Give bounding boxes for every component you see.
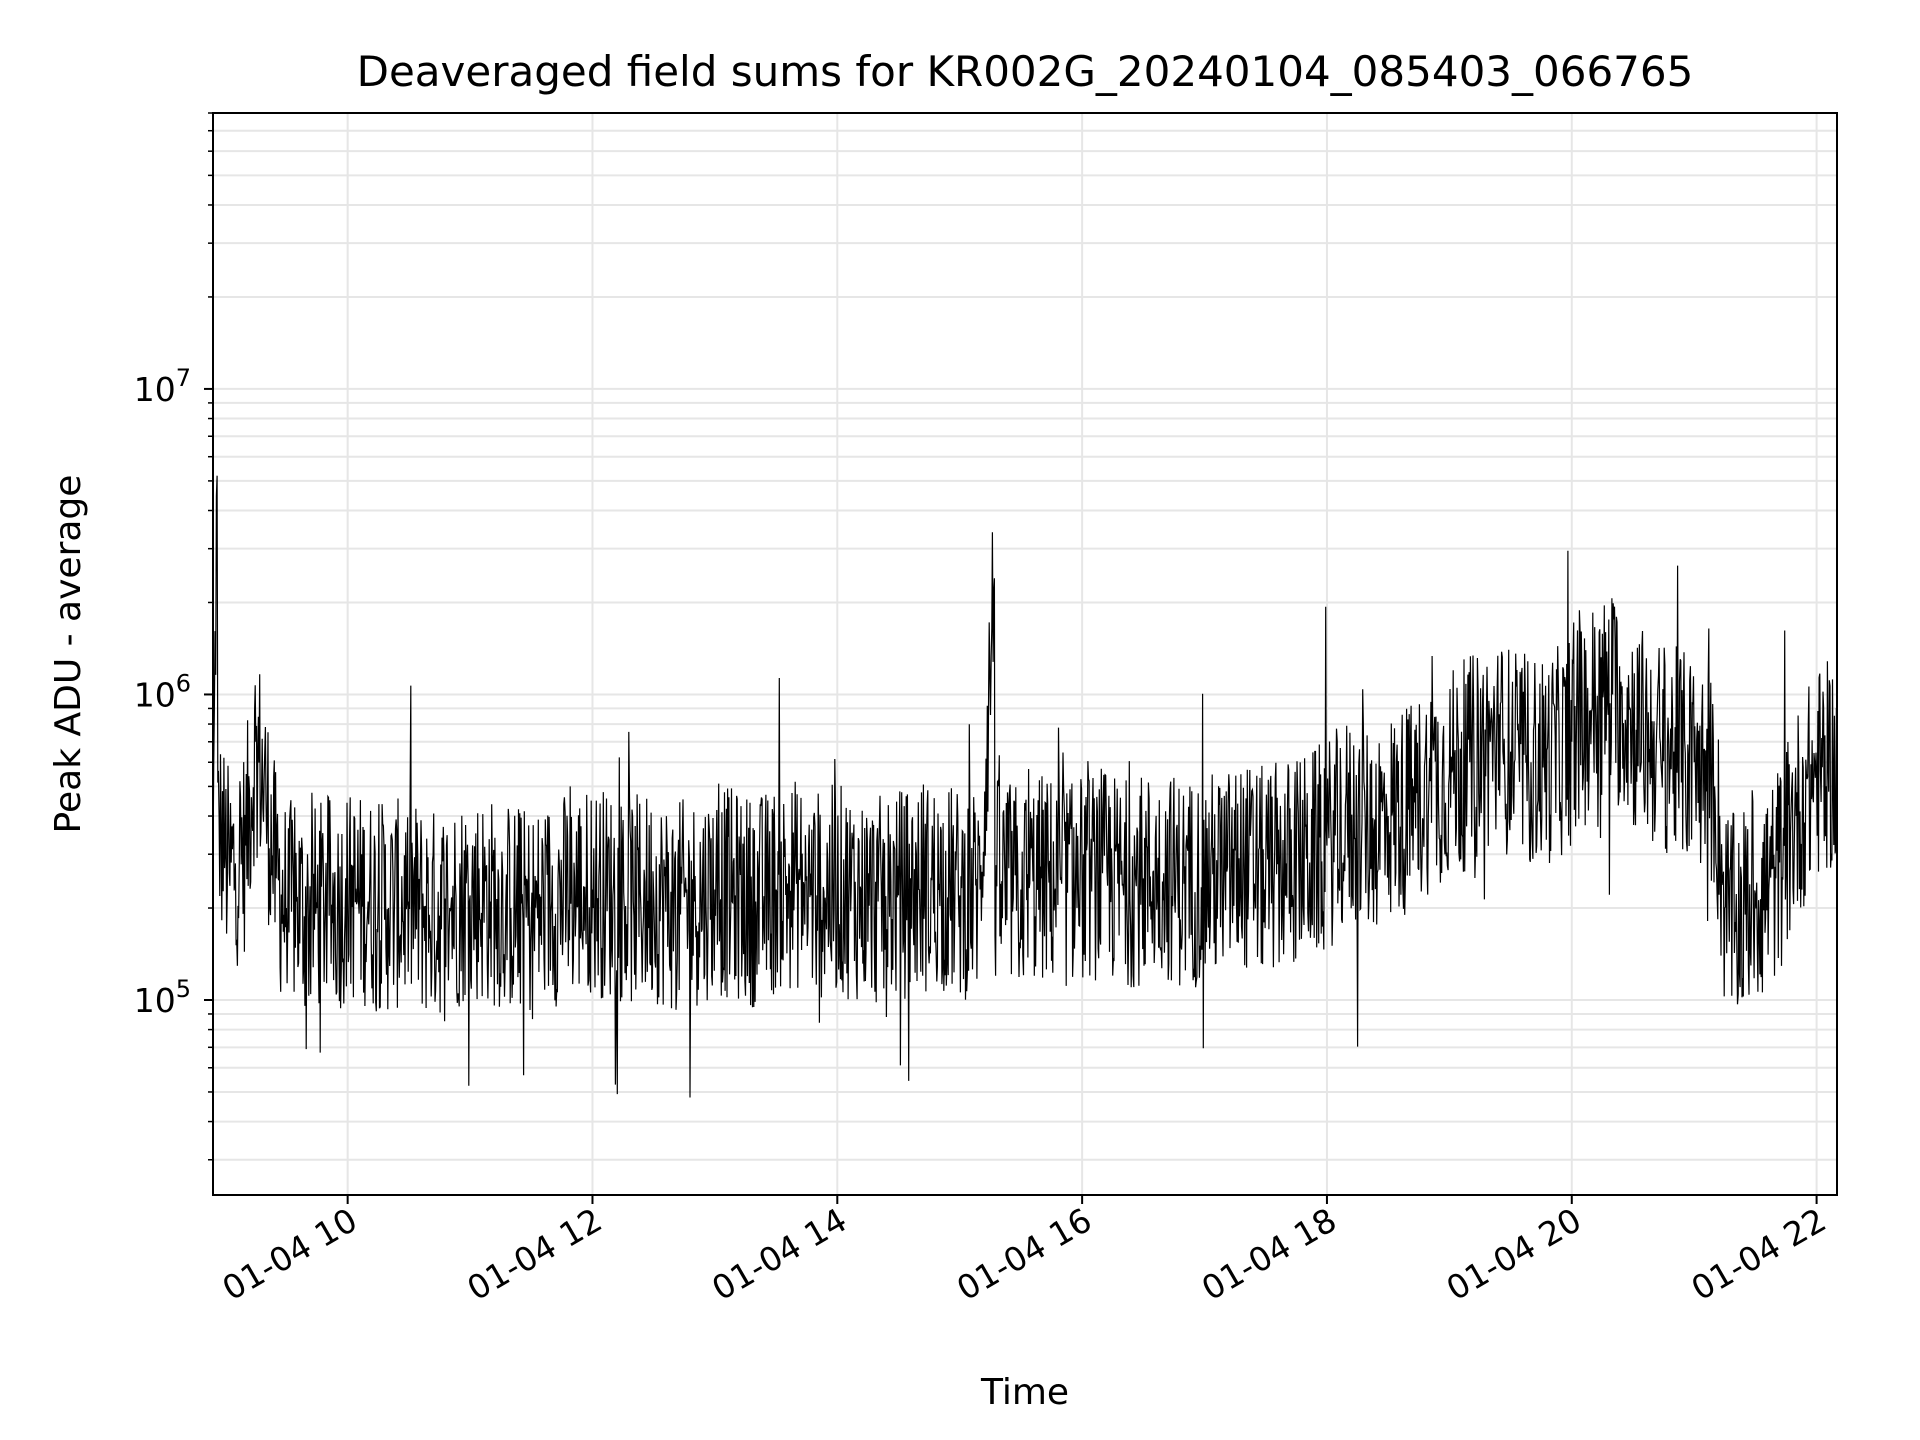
y-axis-label: Peak ADU - average [48,475,89,834]
chart-title: Deaveraged field sums for KR002G_2024010… [357,47,1694,96]
y-tick-label: 105 [134,975,191,1020]
y-tick-label: 106 [134,669,191,714]
series-layer [212,475,1838,1098]
y-tick-label: 107 [134,364,191,409]
series-line [212,475,1838,1098]
plot-frame [212,112,1838,1196]
x-axis-label: Time [980,1372,1069,1413]
